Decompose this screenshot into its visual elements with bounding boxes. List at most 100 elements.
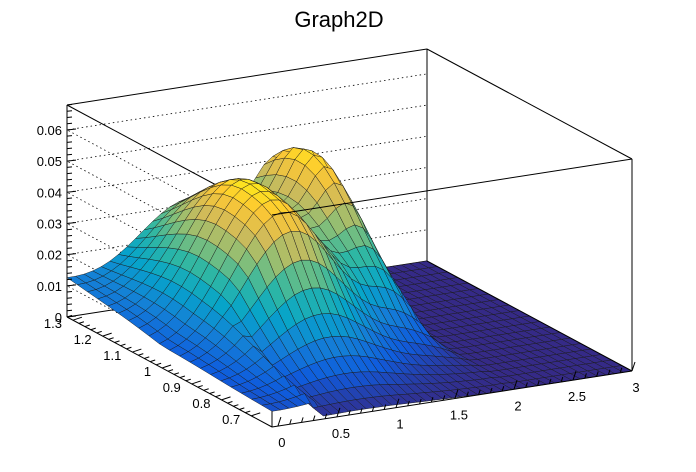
x-tick-mark xyxy=(395,398,400,408)
x-tick-mark xyxy=(277,416,282,427)
frame-edge xyxy=(271,370,633,428)
z-minor-tick xyxy=(66,259,73,262)
z-tick-label: 0 xyxy=(55,310,62,325)
y-tick-mark xyxy=(102,332,112,337)
x-minor-tick xyxy=(324,413,328,419)
x-tick-label: 2 xyxy=(514,398,521,413)
x-tick-mark xyxy=(631,361,636,372)
y-minor-tick xyxy=(233,404,239,407)
y-minor-tick xyxy=(239,407,245,410)
z-minor-tick xyxy=(66,166,73,168)
x-minor-tick xyxy=(371,406,375,412)
z-tick-label: 0.05 xyxy=(37,154,62,169)
x-minor-tick xyxy=(466,391,469,397)
y-tick-label: 0.8 xyxy=(192,396,210,411)
z-tick-mark xyxy=(66,128,77,131)
y-tick-label: 1.3 xyxy=(44,316,62,331)
y-minor-tick xyxy=(185,378,191,382)
y-minor-tick xyxy=(144,356,150,359)
z-minor-tick xyxy=(66,197,73,200)
ticks-layer: 00.511.522.530.70.80.911.11.21.300.010.0… xyxy=(37,104,640,450)
y-minor-tick xyxy=(227,401,233,404)
x-minor-tick xyxy=(596,371,599,377)
x-tick-label: 1 xyxy=(396,417,403,432)
z-minor-tick xyxy=(66,309,73,312)
frame-edge xyxy=(66,316,273,428)
x-tick-label: 0 xyxy=(278,435,285,450)
z-minor-tick xyxy=(66,228,73,231)
z-tick-label: 0.03 xyxy=(37,216,62,231)
x-minor-tick xyxy=(548,378,552,385)
y-minor-tick xyxy=(167,369,174,372)
z-minor-tick xyxy=(66,303,73,306)
y-tick-label: 0.7 xyxy=(222,412,240,427)
x-tick-mark xyxy=(336,407,341,418)
y-minor-tick xyxy=(215,394,221,398)
z-tick-label: 0.06 xyxy=(37,123,62,138)
x-minor-tick xyxy=(489,387,493,394)
z-minor-tick xyxy=(66,203,73,206)
frame-edge xyxy=(271,158,633,216)
x-minor-tick xyxy=(407,400,410,407)
y-minor-tick xyxy=(120,343,126,347)
x-tick-label: 1.5 xyxy=(450,408,468,423)
z-tick-label: 0.01 xyxy=(37,279,62,294)
y-minor-tick xyxy=(114,340,120,343)
z-minor-tick xyxy=(66,247,73,249)
y-tick-mark xyxy=(191,380,201,385)
y-tick-label: 1.1 xyxy=(103,348,121,363)
y-minor-tick xyxy=(155,362,162,366)
y-minor-tick xyxy=(138,353,144,356)
y-tick-mark xyxy=(221,396,231,401)
z-minor-tick xyxy=(66,172,73,175)
y-minor-tick xyxy=(209,391,215,394)
y-minor-tick xyxy=(84,324,90,328)
y-tick-label: 1 xyxy=(144,364,151,379)
x-tick-mark xyxy=(454,389,459,399)
frame-edge xyxy=(426,48,633,160)
y-minor-tick xyxy=(126,346,132,350)
z-tick-mark xyxy=(66,284,77,287)
y-minor-tick xyxy=(197,385,203,388)
z-minor-tick xyxy=(66,291,73,293)
z-minor-tick xyxy=(66,122,73,125)
x-minor-tick xyxy=(501,386,505,392)
x-minor-tick xyxy=(584,373,587,379)
z-minor-tick xyxy=(66,116,73,118)
x-minor-tick xyxy=(537,380,540,386)
x-minor-tick xyxy=(619,367,623,373)
z-minor-tick xyxy=(66,266,73,268)
y-tick-label: 1.2 xyxy=(74,332,92,347)
y-minor-tick xyxy=(179,375,186,379)
y-minor-tick xyxy=(173,372,180,375)
y-tick-mark xyxy=(132,348,142,353)
x-minor-tick xyxy=(348,409,351,416)
frame-edge xyxy=(66,48,428,106)
z-tick-mark xyxy=(66,253,77,256)
y-minor-tick xyxy=(203,388,209,391)
y-tick-label: 0.9 xyxy=(163,380,181,395)
x-minor-tick xyxy=(419,398,422,405)
z-tick-mark xyxy=(66,159,77,162)
y-tick-mark xyxy=(161,364,172,369)
x-minor-tick xyxy=(360,408,363,414)
z-minor-tick xyxy=(66,234,73,237)
z-tick-mark xyxy=(66,190,77,193)
x-minor-tick xyxy=(383,404,387,410)
z-minor-tick xyxy=(66,178,73,181)
y-minor-tick xyxy=(90,327,96,331)
surface-layer xyxy=(66,147,633,417)
x-tick-mark xyxy=(572,371,577,381)
z-minor-tick xyxy=(66,153,73,156)
z-minor-tick xyxy=(66,141,73,143)
x-minor-tick xyxy=(442,395,446,401)
z-minor-tick xyxy=(66,104,73,106)
x-tick-mark xyxy=(513,380,518,390)
y-minor-tick xyxy=(96,330,102,334)
y-tick-mark xyxy=(72,316,83,321)
z-tick-label: 0.02 xyxy=(37,248,62,263)
x-minor-tick xyxy=(430,397,434,403)
x-tick-label: 3 xyxy=(632,380,639,395)
z-minor-tick xyxy=(66,278,73,281)
